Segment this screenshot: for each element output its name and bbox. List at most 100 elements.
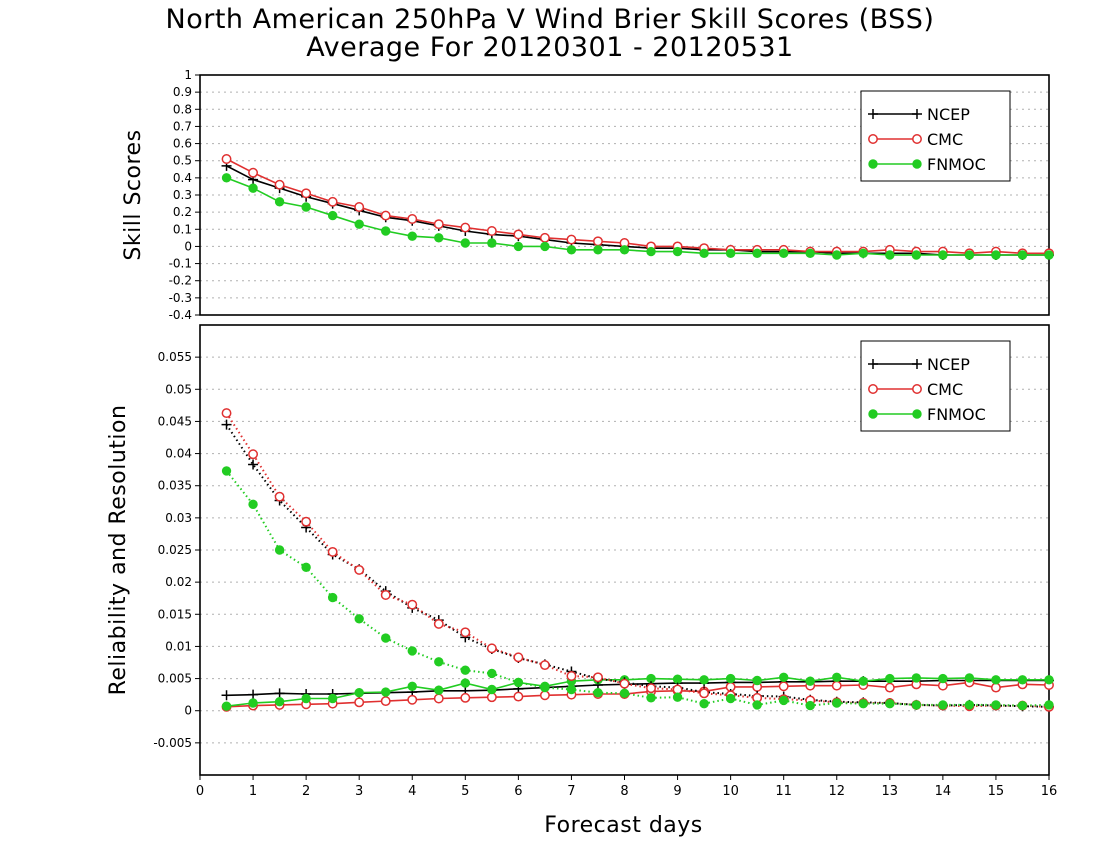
x-tick-label: 15 xyxy=(988,784,1005,799)
y-tick-label: 0.5 xyxy=(173,154,192,168)
cmc-marker xyxy=(486,226,497,236)
fnmoc-marker xyxy=(991,675,1001,685)
fnmoc-marker xyxy=(460,238,471,248)
y-tick-label: 1 xyxy=(184,68,192,82)
fnmoc-marker xyxy=(354,688,364,698)
x-tick-label: 10 xyxy=(722,784,739,799)
cmc-marker xyxy=(460,627,471,638)
cmc-marker xyxy=(566,671,577,681)
y-tick-label: 0.03 xyxy=(165,511,192,525)
cmc-marker xyxy=(460,222,471,233)
fnmoc-marker xyxy=(327,592,338,603)
y-tick-label: 0 xyxy=(184,239,192,253)
fnmoc-marker xyxy=(938,673,948,684)
ncep-marker xyxy=(274,688,285,699)
y-tick-label: 0.04 xyxy=(165,447,192,461)
cmc-marker xyxy=(778,681,789,692)
cmc-marker xyxy=(990,682,1001,693)
cmc-marker xyxy=(301,516,312,527)
fnmoc-marker xyxy=(858,698,868,709)
fnmoc-marker xyxy=(434,657,444,667)
cmc-marker xyxy=(407,214,418,224)
cmc-marker xyxy=(539,690,550,701)
legend-label-fnmoc: FNMOC xyxy=(927,155,986,174)
cmc-marker xyxy=(513,691,524,702)
fnmoc-marker xyxy=(858,248,868,258)
cmc-marker xyxy=(699,688,710,699)
x-tick-label: 12 xyxy=(828,784,845,799)
fnmoc-marker xyxy=(911,250,922,260)
cmc-marker xyxy=(354,697,365,708)
y-tick-label: 0 xyxy=(184,704,192,718)
fnmoc-marker xyxy=(248,499,258,510)
fnmoc-marker xyxy=(619,245,630,255)
series-fnmoc xyxy=(221,173,1054,260)
cmc-marker xyxy=(301,188,312,199)
x-axis-label: Forecast days xyxy=(544,813,703,838)
cmc-marker xyxy=(619,678,630,689)
legend-cmc-marker xyxy=(912,384,922,394)
x-tick-label: 2 xyxy=(302,784,310,799)
cmc-marker xyxy=(539,232,550,243)
y-tick-label: -0.005 xyxy=(153,736,192,750)
fnmoc-marker xyxy=(964,250,975,260)
fnmoc-marker xyxy=(938,250,948,260)
legend-label-cmc: CMC xyxy=(927,380,963,399)
fnmoc-marker xyxy=(911,673,922,683)
cmc-marker xyxy=(221,408,232,419)
cmc-marker xyxy=(327,546,338,557)
fnmoc-marker xyxy=(381,687,391,697)
legend: NCEP CMC FNMOC xyxy=(860,90,1011,182)
series-fnmoc-reliability xyxy=(221,672,1054,711)
fnmoc-marker xyxy=(301,202,311,212)
fnmoc-marker xyxy=(460,665,471,675)
fnmoc-marker xyxy=(221,701,232,711)
y-tick-label: -0.3 xyxy=(169,291,192,305)
fnmoc-marker xyxy=(672,674,683,684)
fnmoc-marker xyxy=(407,646,417,656)
series-ncep-resolution xyxy=(221,419,1054,712)
cmc-marker xyxy=(566,234,577,245)
fnmoc-marker xyxy=(752,248,762,258)
cmc-marker xyxy=(248,167,259,178)
fnmoc-marker xyxy=(460,678,471,688)
fnmoc-marker xyxy=(1044,250,1054,260)
fnmoc-marker xyxy=(699,675,709,685)
y-tick-label: 0.2 xyxy=(173,205,192,219)
cmc-marker xyxy=(486,692,497,703)
cmc-marker xyxy=(884,682,895,693)
fnmoc-marker xyxy=(301,693,311,704)
fnmoc-marker xyxy=(805,248,815,258)
fnmoc-marker xyxy=(672,246,683,257)
y-tick-label: 0.015 xyxy=(158,607,192,621)
x-tick-label: 0 xyxy=(196,784,204,799)
fnmoc-marker xyxy=(778,248,789,258)
legend-fnmoc-marker xyxy=(912,409,922,419)
fnmoc-marker xyxy=(487,684,497,695)
x-tick-label: 3 xyxy=(355,784,363,799)
plot-frame xyxy=(199,74,1050,316)
series-line xyxy=(226,177,1049,256)
y-tick-label: 0.4 xyxy=(173,171,192,185)
cmc-marker xyxy=(380,590,391,600)
y-tick-label: 0.005 xyxy=(158,672,192,686)
fnmoc-marker xyxy=(381,633,391,643)
fnmoc-marker xyxy=(778,695,789,706)
y-tick-label: -0.2 xyxy=(169,274,192,288)
cmc-marker xyxy=(407,694,418,705)
fnmoc-marker xyxy=(327,693,338,704)
ncep-marker xyxy=(221,690,232,701)
x-tick-label: 4 xyxy=(408,784,416,799)
cmc-marker xyxy=(248,449,259,460)
legend-cmc-marker xyxy=(868,134,878,144)
x-tick-label: 16 xyxy=(1041,784,1058,799)
legend-cmc-marker xyxy=(912,134,922,144)
legend-ncep-marker xyxy=(912,109,922,119)
fnmoc-marker xyxy=(354,219,364,229)
ncep-marker xyxy=(248,689,259,700)
cmc-marker xyxy=(539,660,550,671)
legend-box xyxy=(860,90,1011,182)
legend-fnmoc-marker xyxy=(912,159,922,169)
cmc-marker xyxy=(380,210,391,221)
y-axis-label: Reliability and Resolution xyxy=(106,405,131,696)
